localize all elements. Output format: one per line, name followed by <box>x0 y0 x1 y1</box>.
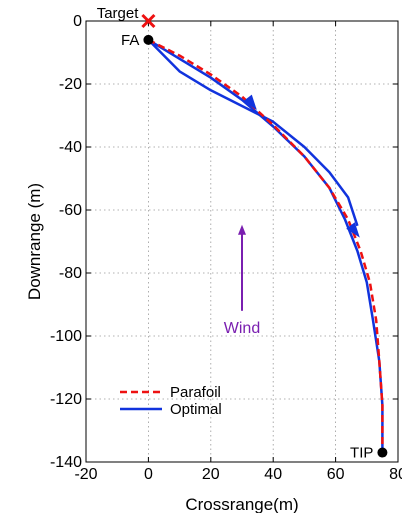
y-tick-label: -120 <box>50 391 82 408</box>
wind-label: Wind <box>224 320 260 337</box>
y-tick-label: 0 <box>73 13 82 30</box>
y-tick-label: -60 <box>59 202 82 219</box>
y-tick-label: -20 <box>59 76 82 93</box>
target-label: Target <box>97 5 140 22</box>
x-tick-label: 40 <box>264 466 282 483</box>
point-marker <box>143 34 154 45</box>
y-tick-label: -80 <box>59 265 82 282</box>
series-lines <box>147 38 384 453</box>
x-axis-label: Crossrange(m) <box>185 495 298 513</box>
x-tick-label: -20 <box>74 466 97 483</box>
annotations: Target FA TIP Wind <box>97 5 388 462</box>
target-marker <box>141 13 156 29</box>
y-axis-label: Downrange (m) <box>25 183 44 300</box>
x-tick-label: 60 <box>327 466 345 483</box>
point-marker <box>377 447 388 458</box>
y-tick-label: -140 <box>50 454 82 471</box>
grid <box>86 21 398 462</box>
direction-arrow <box>346 222 360 238</box>
axes-frame <box>85 20 399 463</box>
optimal-loop-line <box>147 39 359 227</box>
x-tick-label: 0 <box>144 466 153 483</box>
axes <box>85 20 399 463</box>
y-tick-label: -100 <box>50 328 82 345</box>
x-tick-label: 20 <box>202 466 220 483</box>
wind-arrow-head <box>238 224 246 235</box>
parafoil-line <box>147 38 384 453</box>
legend-entry: Optimal <box>170 401 222 418</box>
legend-entry: Parafoil <box>170 384 221 401</box>
tick-labels: -20 0 20 40 60 80 0 -20 -40 -60 -80 -100 -120 -140 <box>50 13 402 483</box>
direction-arrow <box>243 94 257 110</box>
y-tick-label: -40 <box>59 139 82 156</box>
point-label: FA <box>121 32 139 49</box>
x-tick-label: 80 <box>389 466 402 483</box>
point-label: TIP <box>350 445 373 462</box>
